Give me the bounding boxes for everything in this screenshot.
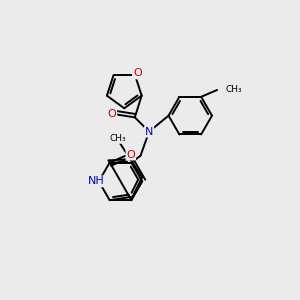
Text: CH₃: CH₃ xyxy=(225,85,242,94)
Text: O: O xyxy=(133,68,142,79)
Text: O: O xyxy=(108,109,116,119)
Text: O: O xyxy=(126,150,135,160)
Text: CH₃: CH₃ xyxy=(110,134,126,143)
Text: N: N xyxy=(145,127,153,136)
Text: NH: NH xyxy=(88,176,105,186)
